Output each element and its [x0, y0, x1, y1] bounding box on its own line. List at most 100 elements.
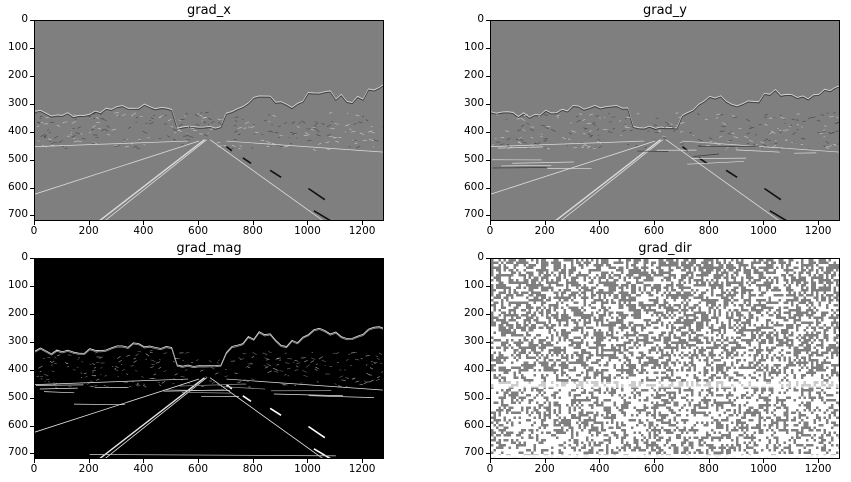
- y-tick-mark: [486, 131, 490, 133]
- grad-y-image: [490, 20, 840, 221]
- y-tick-mark: [486, 425, 490, 427]
- grad-x-image: [34, 20, 384, 221]
- left-lane-line: [99, 139, 205, 220]
- x-tick-mark: [34, 221, 35, 225]
- y-tick-label: 200: [7, 306, 28, 319]
- x-tick-label: 200: [534, 463, 555, 475]
- image-background: [35, 21, 383, 220]
- y-tick-mark: [486, 159, 490, 161]
- left-lane-line-inner: [105, 139, 207, 220]
- y-tick-mark: [486, 215, 490, 217]
- x-tick-mark: [654, 221, 656, 225]
- y-tick-mark: [30, 159, 34, 161]
- y-tick-mark: [30, 285, 34, 287]
- y-tick-label: 300: [463, 96, 484, 109]
- x-tick-label: 0: [30, 225, 38, 237]
- grad_x-render: [35, 21, 383, 220]
- y-tick-label: 400: [7, 124, 28, 137]
- x-tick-mark: [654, 459, 656, 463]
- y-tick-label: 500: [7, 152, 28, 165]
- right-road-edge: [665, 139, 779, 220]
- x-tick-label: 0: [30, 463, 38, 475]
- x-tick-mark: [763, 459, 765, 463]
- right-lane-dashes: [225, 145, 331, 220]
- y-tick-label: 600: [7, 418, 28, 431]
- x-tick-mark: [362, 221, 364, 225]
- x-tick-mark: [252, 459, 254, 463]
- y-tick-label: 700: [463, 446, 484, 459]
- left-road-edge: [35, 140, 200, 195]
- x-tick-mark: [252, 221, 254, 225]
- left-lane-line: [99, 377, 205, 458]
- x-tick-label: 1000: [750, 225, 777, 237]
- y-tick-mark: [486, 75, 490, 77]
- horizon-line-left: [35, 378, 189, 385]
- y-tick-mark: [30, 103, 34, 105]
- y-tick-mark: [30, 131, 34, 133]
- y-tick-label: 500: [7, 390, 28, 403]
- y-tick-label: 400: [463, 362, 484, 375]
- y-tick-mark: [30, 313, 34, 315]
- y-tick-label: 700: [463, 208, 484, 221]
- y-tick-mark: [486, 20, 490, 21]
- y-tick-mark: [30, 215, 34, 217]
- horizon-line-left: [491, 140, 645, 147]
- y-tick-label: 0: [477, 13, 484, 25]
- left-road-edge: [35, 378, 200, 433]
- grad_y-render: [491, 21, 839, 220]
- y-tick-label: 100: [7, 40, 28, 53]
- y-tick-label: 100: [463, 278, 484, 291]
- y-tick-label: 400: [463, 124, 484, 137]
- x-tick-label: 600: [188, 225, 209, 237]
- y-tick-label: 500: [463, 152, 484, 165]
- horizon-line-left: [35, 140, 189, 147]
- x-tick-mark: [34, 459, 35, 463]
- mountain-edge-shadow: [35, 327, 383, 369]
- mountain-edge: [35, 84, 383, 129]
- grad_dir-render: [491, 259, 839, 458]
- x-tick-mark: [544, 459, 546, 463]
- left-lane-line: [555, 139, 661, 220]
- y-tick-mark: [30, 75, 34, 77]
- panel-title: grad_mag: [176, 241, 242, 256]
- y-tick-label: 0: [21, 13, 28, 25]
- x-tick-label: 0: [486, 463, 494, 475]
- y-tick-mark: [486, 341, 490, 343]
- panel-title: grad_x: [186, 3, 231, 18]
- left-road-edge: [491, 140, 656, 195]
- y-tick-mark: [30, 369, 34, 371]
- x-tick-label: 600: [188, 463, 209, 475]
- x-tick-mark: [490, 221, 491, 225]
- y-tick-mark: [486, 369, 490, 371]
- x-tick-label: 400: [133, 463, 154, 475]
- mountain-edge-shadow: [491, 86, 839, 131]
- y-tick-label: 0: [21, 251, 28, 263]
- x-tick-mark: [763, 221, 765, 225]
- y-tick-label: 600: [463, 418, 484, 431]
- terrain-texture: [35, 111, 383, 152]
- y-tick-label: 600: [463, 180, 484, 193]
- x-tick-label: 200: [78, 463, 99, 475]
- x-tick-mark: [599, 459, 601, 463]
- y-tick-mark: [486, 187, 490, 189]
- mountain-edge: [491, 85, 839, 129]
- x-tick-mark: [599, 221, 601, 225]
- x-tick-mark: [818, 459, 820, 463]
- x-tick-label: 800: [698, 463, 719, 475]
- x-tick-label: 1200: [804, 463, 832, 475]
- grad-mag-image: [34, 258, 384, 459]
- y-tick-mark: [486, 285, 490, 287]
- y-tick-label: 300: [463, 334, 484, 347]
- y-tick-label: 200: [463, 306, 484, 319]
- grad_mag-render: [35, 259, 383, 458]
- x-tick-mark: [143, 459, 145, 463]
- y-tick-label: 100: [463, 40, 484, 53]
- image-background: [35, 259, 383, 458]
- left-lane-line-inner: [561, 139, 663, 220]
- y-tick-mark: [486, 397, 490, 399]
- x-tick-label: 400: [589, 463, 610, 475]
- horizon-line-right: [226, 140, 383, 153]
- y-tick-label: 700: [7, 208, 28, 221]
- x-tick-label: 200: [534, 225, 555, 237]
- bottom-edge: [89, 454, 336, 457]
